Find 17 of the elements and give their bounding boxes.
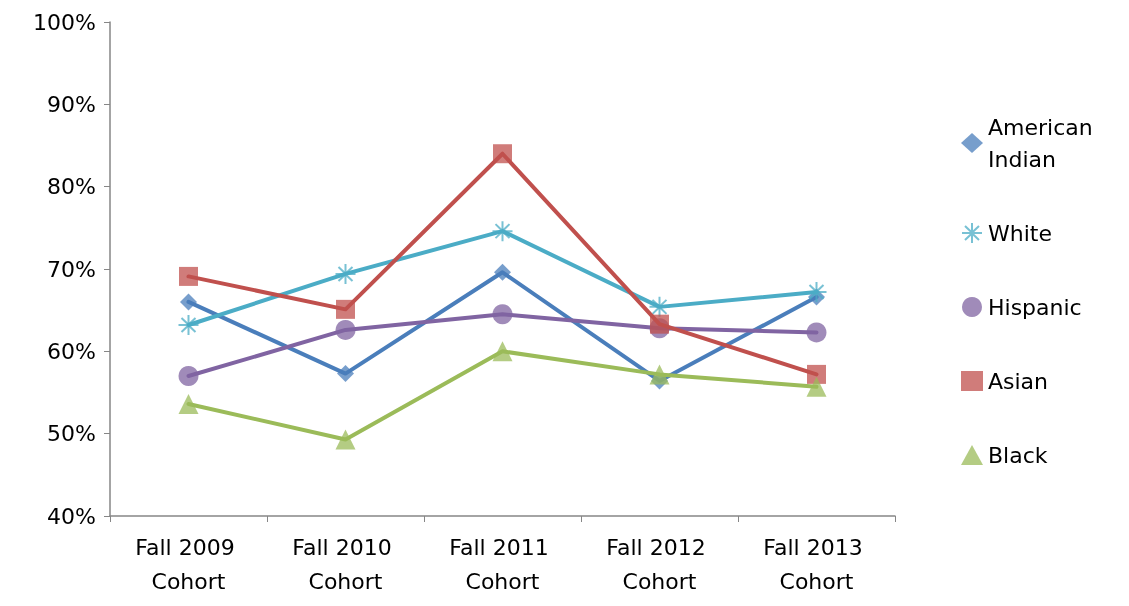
legend-label: Black [988,442,1048,468]
y-tick-label: 80% [47,174,96,200]
y-tick-label: 90% [47,91,96,117]
y-tick-label: 60% [47,338,96,364]
x-tick-label: Fall 2012 Cohort [606,534,713,594]
legend-label: Asian [988,368,1049,394]
y-tick-label: 100% [33,9,96,35]
x-tick-label: Fall 2013 Cohort [763,534,870,594]
legend-label: Hispanic [988,294,1082,320]
x-tick-label: Fall 2010 Cohort [292,534,399,594]
legend-label: American Indian [988,114,1100,172]
legend-label: White [988,220,1052,246]
x-tick-label: Fall 2011 Cohort [449,534,556,594]
x-tick-label: Fall 2009 Cohort [135,534,242,594]
y-tick-label: 50% [47,421,96,447]
y-tick-label: 70% [47,256,96,282]
y-tick-label: 40% [47,503,96,529]
